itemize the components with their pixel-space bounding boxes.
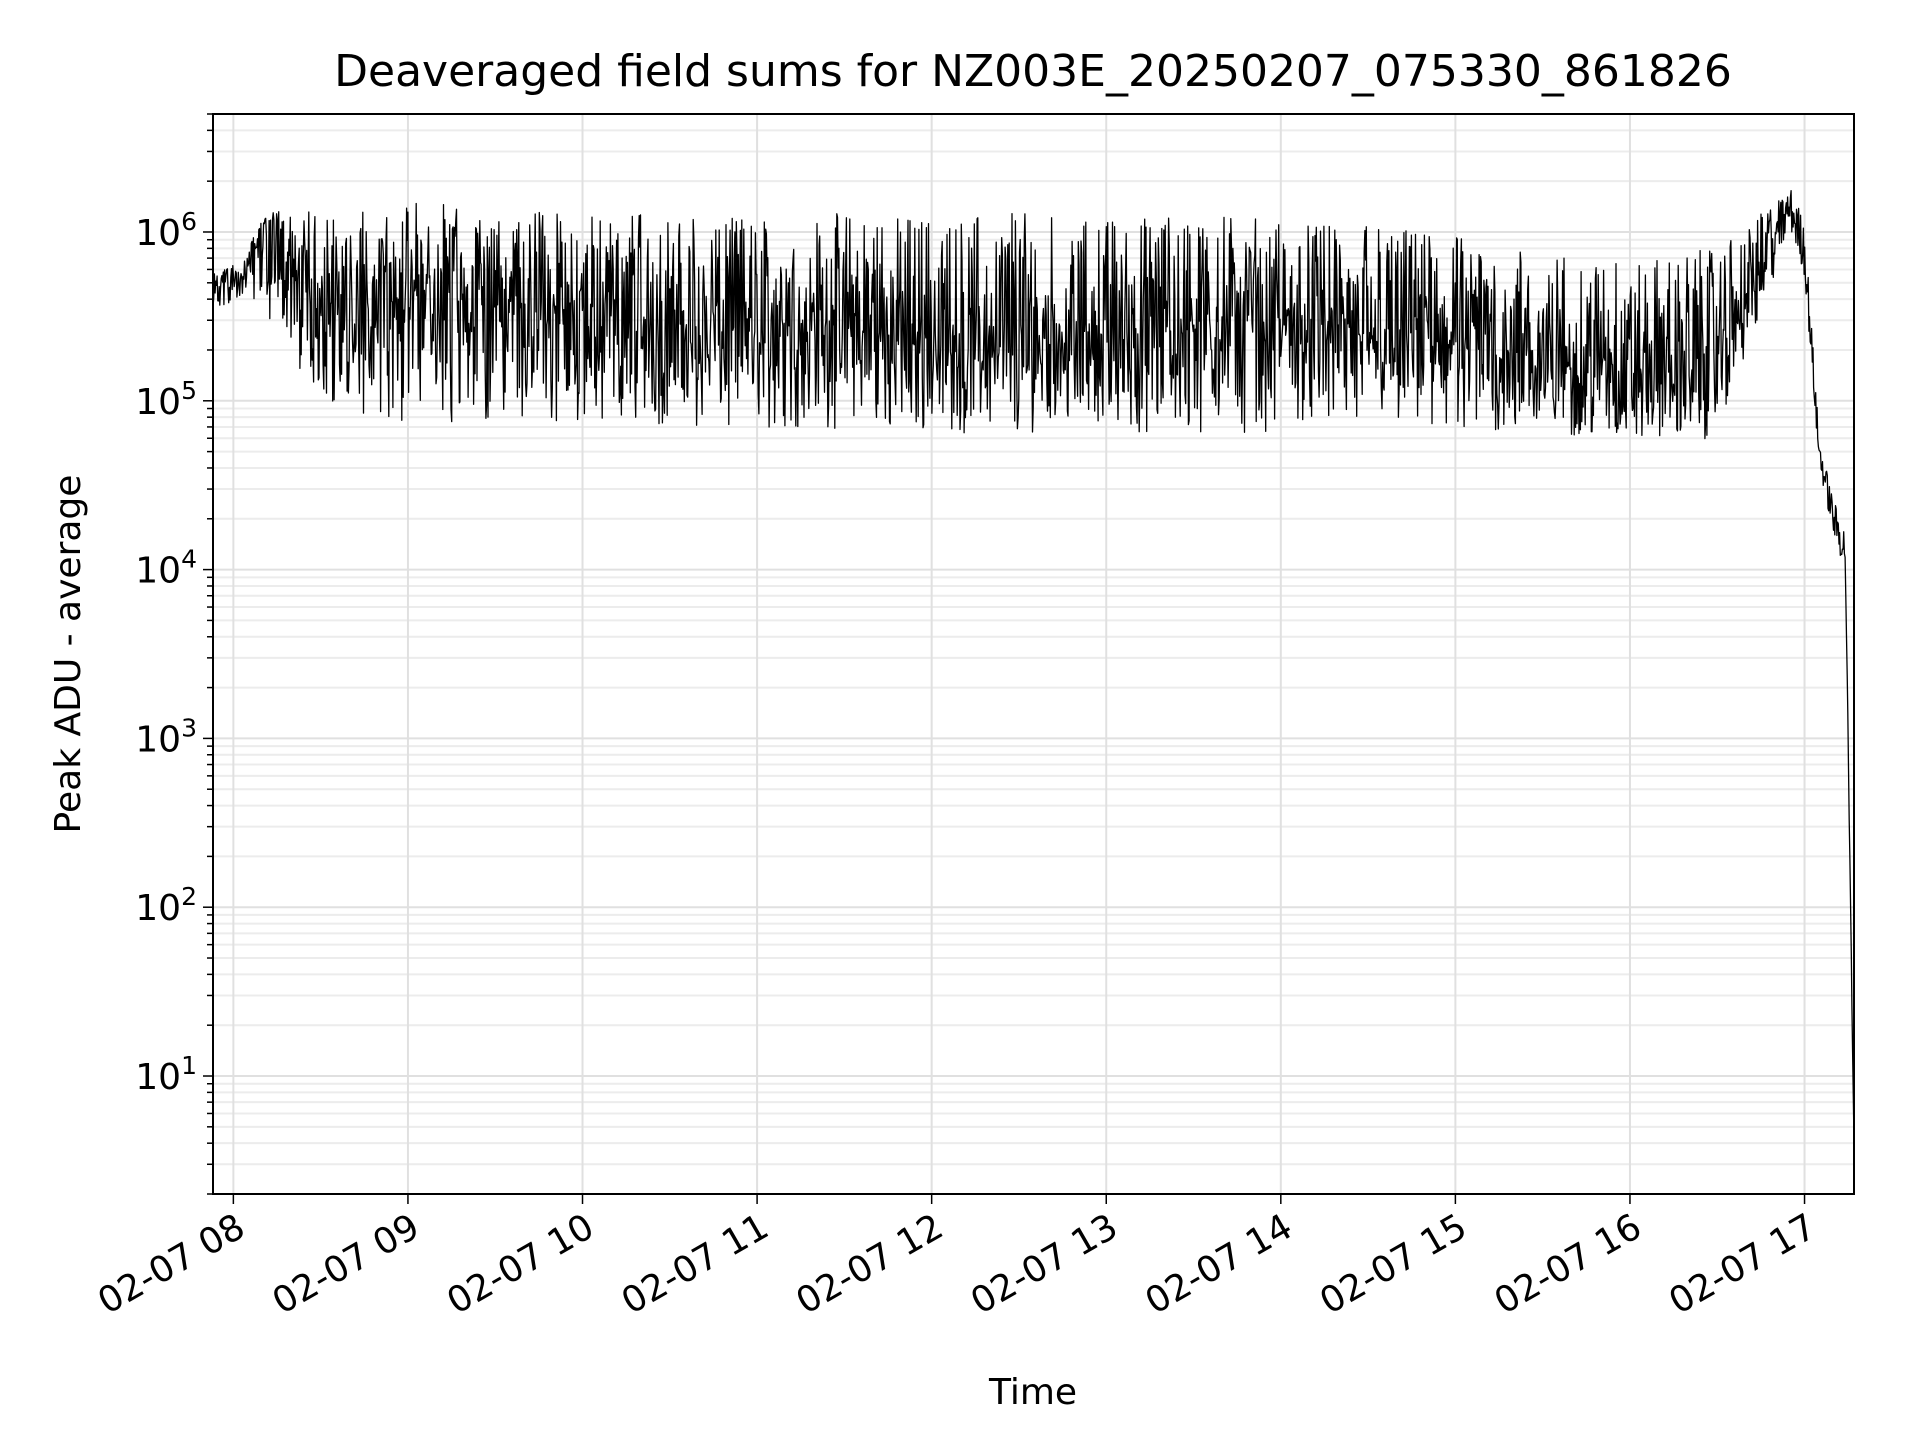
y-tick-label: 103 — [135, 713, 197, 760]
y-tick-label: 104 — [135, 545, 197, 592]
y-tick-label: 106 — [135, 207, 197, 254]
y-tick-label: 102 — [135, 882, 197, 929]
x-axis-label: Time — [988, 1372, 1077, 1413]
y-axis: 101 102 103 104 105 106 — [135, 113, 213, 1195]
y-tick-label: 101 — [135, 1051, 197, 1098]
series-line — [212, 189, 1855, 1144]
series-layer — [212, 189, 1855, 1144]
y-axis-label: Peak ADU - average — [48, 475, 89, 834]
y-tick-label: 105 — [135, 376, 197, 423]
plot-frame — [212, 113, 1855, 1195]
chart-title: Deaveraged field sums for NZ003E_2025020… — [334, 46, 1732, 97]
